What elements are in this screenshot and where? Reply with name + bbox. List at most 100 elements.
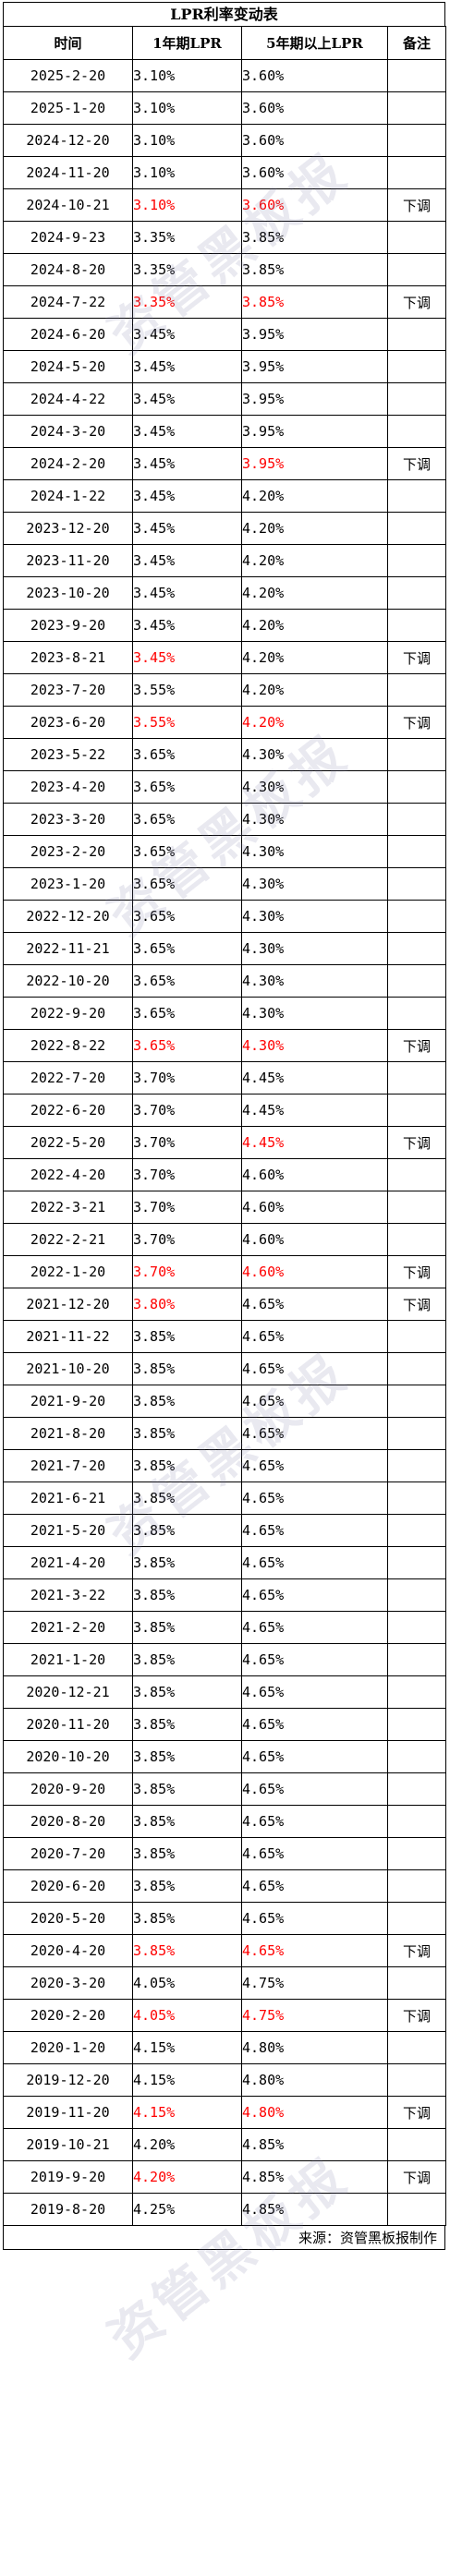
five-year-lpr-cell: 3.60% xyxy=(241,91,388,125)
table-row: 2022-1-20 3.70% 4.60% 下调 xyxy=(3,1255,446,1288)
table-row: 2023-5-22 3.65% 4.30% xyxy=(3,738,446,771)
one-year-lpr-cell: 3.65% xyxy=(132,803,242,836)
table-body: 2025-2-20 3.10% 3.60% 2025-1-20 3.10% 3.60% 20… xyxy=(3,59,446,2226)
one-year-lpr-cell: 3.85% xyxy=(132,1385,242,1418)
date-cell: 2023-7-20 xyxy=(3,673,133,707)
date-cell: 2024-11-20 xyxy=(3,156,133,189)
table-row: 2021-11-22 3.85% 4.65% xyxy=(3,1320,446,1353)
date-cell: 2022-7-20 xyxy=(3,1061,133,1094)
note-cell xyxy=(387,124,446,157)
table-row: 2023-11-20 3.45% 4.20% xyxy=(3,544,446,577)
one-year-lpr-cell: 3.70% xyxy=(132,1191,242,1224)
five-year-lpr-cell: 4.30% xyxy=(241,900,388,933)
date-cell: 2022-10-20 xyxy=(3,964,133,998)
table-row: 2020-8-20 3.85% 4.65% xyxy=(3,1805,446,1838)
date-cell: 2020-3-20 xyxy=(3,1966,133,2000)
table-row: 2021-5-20 3.85% 4.65% xyxy=(3,1514,446,1547)
date-cell: 2021-7-20 xyxy=(3,1449,133,1482)
one-year-lpr-cell: 3.70% xyxy=(132,1126,242,1159)
five-year-lpr-cell: 4.65% xyxy=(241,1837,388,1870)
note-cell: 下调 xyxy=(387,1029,446,1062)
date-cell: 2021-5-20 xyxy=(3,1514,133,1547)
date-cell: 2024-5-20 xyxy=(3,350,133,383)
date-cell: 2019-9-20 xyxy=(3,2160,133,2194)
table-row: 2020-6-20 3.85% 4.65% xyxy=(3,1869,446,1903)
table-row: 2020-2-20 4.05% 4.75% 下调 xyxy=(3,1999,446,2032)
one-year-lpr-cell: 3.85% xyxy=(132,1449,242,1482)
table-row: 2022-10-20 3.65% 4.30% xyxy=(3,964,446,998)
one-year-lpr-cell: 3.85% xyxy=(132,1546,242,1579)
table-row: 2020-5-20 3.85% 4.65% xyxy=(3,1902,446,1935)
date-cell: 2020-6-20 xyxy=(3,1869,133,1903)
one-year-lpr-cell: 3.85% xyxy=(132,1417,242,1450)
note-cell xyxy=(387,1514,446,1547)
five-year-lpr-cell: 3.95% xyxy=(241,447,388,480)
date-cell: 2023-3-20 xyxy=(3,803,133,836)
note-cell xyxy=(387,1094,446,1127)
table-row: 2019-11-20 4.15% 4.80% 下调 xyxy=(3,2096,446,2129)
note-cell xyxy=(387,1805,446,1838)
note-cell xyxy=(387,1482,446,1515)
date-cell: 2024-2-20 xyxy=(3,447,133,480)
table-row: 2020-4-20 3.85% 4.65% 下调 xyxy=(3,1934,446,1967)
five-year-lpr-cell: 4.80% xyxy=(241,2096,388,2129)
one-year-lpr-cell: 3.45% xyxy=(132,415,242,448)
one-year-lpr-cell: 3.65% xyxy=(132,1029,242,1062)
one-year-lpr-cell: 3.85% xyxy=(132,1772,242,1806)
date-cell: 2024-1-22 xyxy=(3,479,133,513)
table-row: 2020-3-20 4.05% 4.75% xyxy=(3,1966,446,2000)
note-cell: 下调 xyxy=(387,1255,446,1288)
five-year-lpr-cell: 4.20% xyxy=(241,576,388,610)
date-cell: 2023-2-20 xyxy=(3,835,133,868)
one-year-lpr-cell: 4.15% xyxy=(132,2063,242,2097)
one-year-lpr-cell: 3.85% xyxy=(132,1482,242,1515)
note-cell xyxy=(387,318,446,351)
date-cell: 2022-8-22 xyxy=(3,1029,133,1062)
one-year-lpr-cell: 3.10% xyxy=(132,124,242,157)
one-year-lpr-cell: 3.85% xyxy=(132,1578,242,1612)
one-year-lpr-cell: 3.65% xyxy=(132,738,242,771)
five-year-lpr-cell: 4.65% xyxy=(241,1805,388,1838)
table-row: 2021-1-20 3.85% 4.65% xyxy=(3,1643,446,1676)
table-row: 2022-6-20 3.70% 4.45% xyxy=(3,1094,446,1127)
one-year-lpr-cell: 3.85% xyxy=(132,1805,242,1838)
note-cell xyxy=(387,253,446,286)
table-row: 2024-4-22 3.45% 3.95% xyxy=(3,382,446,416)
table-row: 2025-2-20 3.10% 3.60% xyxy=(3,59,446,92)
note-cell: 下调 xyxy=(387,2096,446,2129)
one-year-lpr-cell: 3.35% xyxy=(132,253,242,286)
five-year-lpr-cell: 4.30% xyxy=(241,835,388,868)
note-cell xyxy=(387,932,446,965)
table-row: 2022-3-21 3.70% 4.60% xyxy=(3,1191,446,1224)
note-cell xyxy=(387,1902,446,1935)
date-cell: 2023-9-20 xyxy=(3,609,133,642)
note-cell xyxy=(387,221,446,254)
five-year-lpr-cell: 4.45% xyxy=(241,1094,388,1127)
note-cell xyxy=(387,350,446,383)
table-row: 2021-4-20 3.85% 4.65% xyxy=(3,1546,446,1579)
one-year-lpr-cell: 3.45% xyxy=(132,318,242,351)
date-cell: 2020-10-20 xyxy=(3,1740,133,1773)
note-cell xyxy=(387,576,446,610)
one-year-lpr-cell: 3.70% xyxy=(132,1158,242,1191)
one-year-lpr-cell: 3.10% xyxy=(132,91,242,125)
note-cell xyxy=(387,512,446,545)
one-year-lpr-cell: 3.85% xyxy=(132,1643,242,1676)
five-year-lpr-cell: 4.65% xyxy=(241,1417,388,1450)
date-cell: 2023-1-20 xyxy=(3,867,133,901)
five-year-lpr-cell: 4.30% xyxy=(241,770,388,804)
header-date: 时间 xyxy=(3,26,133,60)
note-cell xyxy=(387,1191,446,1224)
five-year-lpr-cell: 4.30% xyxy=(241,932,388,965)
date-cell: 2023-10-20 xyxy=(3,576,133,610)
date-cell: 2021-3-22 xyxy=(3,1578,133,1612)
five-year-lpr-cell: 4.65% xyxy=(241,1708,388,1741)
table-row: 2024-7-22 3.35% 3.85% 下调 xyxy=(3,285,446,319)
date-cell: 2022-1-20 xyxy=(3,1255,133,1288)
date-cell: 2023-11-20 xyxy=(3,544,133,577)
date-cell: 2022-12-20 xyxy=(3,900,133,933)
five-year-lpr-cell: 4.65% xyxy=(241,1643,388,1676)
five-year-lpr-cell: 3.60% xyxy=(241,59,388,92)
five-year-lpr-cell: 4.65% xyxy=(241,1514,388,1547)
one-year-lpr-cell: 3.70% xyxy=(132,1255,242,1288)
